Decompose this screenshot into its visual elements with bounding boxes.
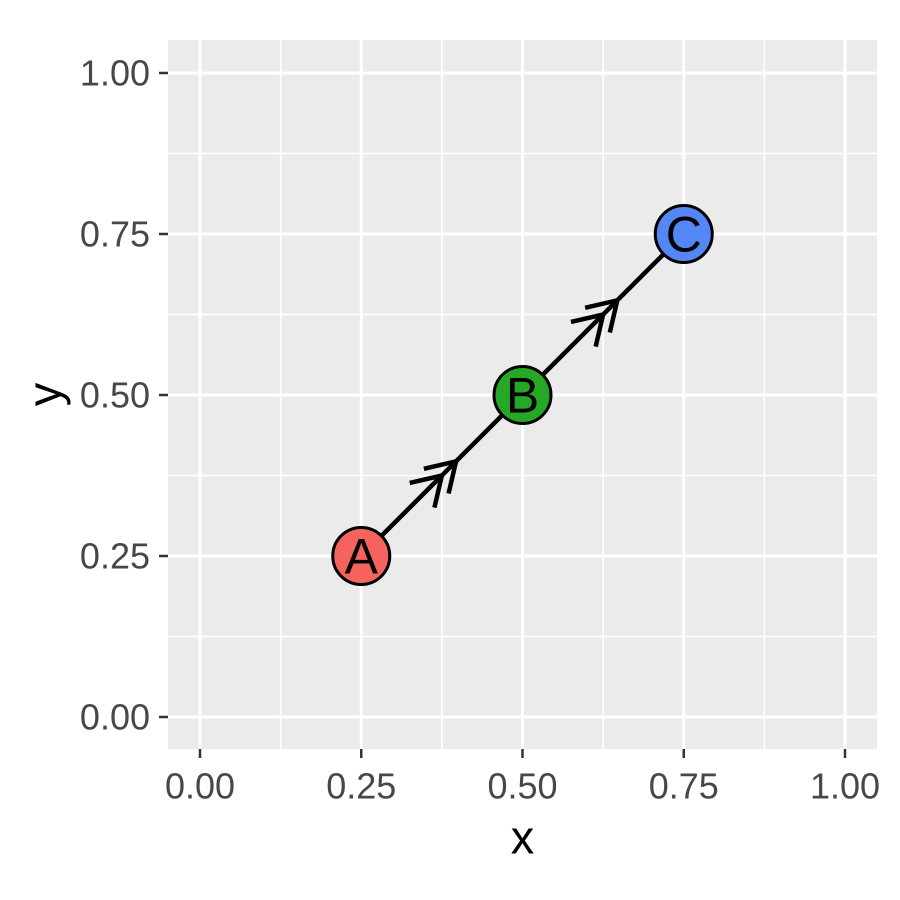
arrowhead-chevron (570, 311, 607, 348)
y-axis-title: y (17, 382, 70, 406)
point-B (492, 365, 553, 425)
arrowhead-chevron (584, 297, 621, 334)
arrowhead-chevron (409, 472, 445, 509)
x-tick-label: 0.25 (326, 766, 396, 807)
y-tick-label: 1.00 (80, 53, 150, 94)
point-label: C (666, 207, 702, 263)
x-axis-title: x (511, 810, 535, 863)
y-tick-label: 0.25 (80, 536, 150, 577)
y-tick-label: 0.00 (80, 697, 150, 738)
arrowhead-chevron (423, 458, 460, 495)
x-tick-label: 0.75 (649, 766, 719, 807)
x-tick-label: 0.50 (487, 766, 557, 807)
x-tick-label: 0.00 (165, 766, 235, 807)
y-tick-label: 0.75 (80, 214, 150, 255)
x-tick-label: 1.00 (810, 766, 880, 807)
point-A (331, 526, 392, 586)
point-label: B (506, 368, 539, 424)
y-tick-label: 0.50 (80, 375, 150, 416)
point-C (653, 204, 714, 264)
point-label: A (345, 529, 379, 585)
